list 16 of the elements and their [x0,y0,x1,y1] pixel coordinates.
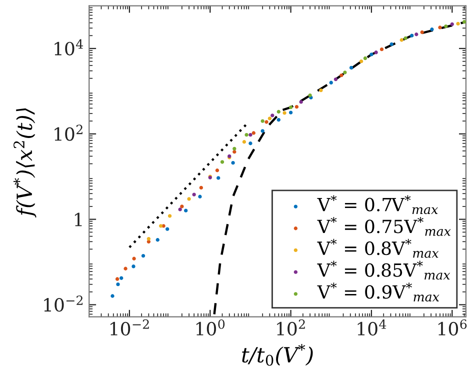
x-tick-label: 10$^{−2}$ [110,319,149,336]
y-axis-title: f(V$^{*}$)⟨x$^{2}$(t)⟩ [14,108,36,218]
y-tick-label: 10$^{4}$ [54,39,84,56]
x-tick-label: 10$^{6}$ [438,319,467,336]
x-tick-label: 10$^{2}$ [277,319,305,336]
x-tick-label: 10$^{4}$ [358,319,386,336]
y-tick-label: 10$^{2}$ [54,124,82,141]
legend-label: V$^{*}$ = 0.7V$^{*}$$_{max}$ [317,195,438,214]
y-tick-label: 10$^{−2}$ [44,296,83,312]
legend-label: V$^{*}$ = 0.8V$^{*}$$_{max}$ [317,238,439,258]
legend-label: V$^{*}$ = 0.9V$^{*}$$_{max}$ [317,282,440,302]
y-tick-label: 1 [74,212,82,226]
x-axis-title: t/t$_{0}$(V$^{*}$) [242,344,313,366]
x-tick-label: 10$^{0}$ [196,319,225,336]
legend-label: V$^{*}$ = 0.85V$^{*}$$_{max}$ [317,260,450,280]
legend-label: V$^{*}$ = 0.75V$^{*}$$_{max}$ [317,217,451,236]
